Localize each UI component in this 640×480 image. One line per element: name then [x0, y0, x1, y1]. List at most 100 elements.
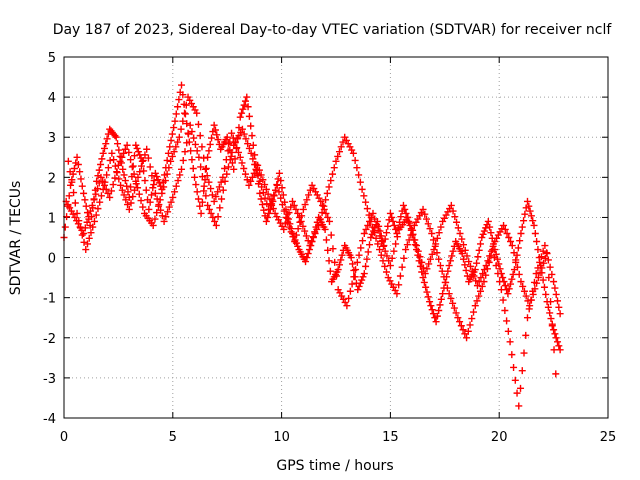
data-point-interp	[322, 196, 330, 204]
data-point-interp	[111, 174, 119, 182]
data-point-interp	[486, 223, 494, 231]
data-point-interp	[176, 171, 184, 179]
data-point-interp	[521, 210, 529, 218]
data-point-interp	[462, 266, 470, 274]
data-point-interp	[533, 279, 541, 287]
data-point	[236, 113, 244, 121]
data-point-interp	[372, 234, 380, 242]
data-point-interp	[94, 172, 102, 180]
data-point-interp	[205, 147, 213, 155]
data-point-interp	[475, 292, 483, 300]
data-point-interp	[555, 303, 563, 311]
data-point-interp	[308, 238, 316, 246]
data-point	[164, 149, 172, 157]
data-point-interp	[478, 282, 486, 290]
data-point	[358, 185, 366, 193]
data-point-interp	[89, 223, 97, 231]
data-point-interp	[114, 140, 122, 148]
x-tick-label: 25	[600, 430, 617, 445]
data-point-interp	[186, 96, 194, 104]
data-point-interp	[150, 181, 158, 189]
data-point-interp	[188, 128, 196, 136]
data-point-interp	[533, 238, 541, 246]
data-point	[334, 286, 342, 294]
data-point-interp	[418, 268, 426, 276]
data-point	[175, 133, 183, 141]
data-point-interp	[466, 262, 474, 270]
data-point-interp	[468, 315, 476, 323]
data-point-interp	[135, 190, 143, 198]
data-point-interp	[341, 298, 349, 306]
data-point-interp	[520, 287, 528, 295]
data-point-interp	[376, 232, 384, 240]
data-point-interp	[141, 151, 149, 159]
data-point-interp	[489, 242, 497, 250]
data-point-interp	[287, 228, 295, 236]
data-point-interp	[141, 177, 149, 185]
data-point-interp	[529, 217, 537, 225]
data-point	[82, 246, 90, 254]
data-point-interp	[440, 273, 448, 281]
data-point	[249, 141, 257, 149]
data-point	[265, 205, 273, 213]
data-point	[384, 274, 392, 282]
data-point-interp	[363, 205, 371, 213]
data-point-interp	[449, 247, 457, 255]
data-point-interp	[251, 160, 259, 168]
data-point-interp	[102, 140, 110, 148]
data-point-interp	[84, 209, 92, 217]
data-point-interp	[492, 262, 500, 270]
data-point	[306, 242, 314, 250]
data-point-interp	[510, 363, 518, 371]
x-tick-label: 15	[382, 430, 399, 445]
data-point-interp	[527, 296, 535, 304]
data-point-interp	[334, 152, 342, 160]
data-point-interp	[118, 186, 126, 194]
data-point-interp	[294, 225, 302, 233]
data-point-interp	[223, 170, 231, 178]
data-point-interp	[181, 148, 189, 156]
data-point-interp	[490, 254, 498, 262]
data-point-interp	[151, 215, 159, 223]
data-point-interp	[494, 231, 502, 239]
data-point-interp	[554, 297, 562, 305]
data-point-interp	[458, 235, 466, 243]
data-point-interp	[269, 205, 277, 213]
data-point-interp	[252, 166, 260, 174]
data-point-interp	[374, 240, 382, 248]
data-point-interp	[548, 322, 556, 330]
data-point	[90, 217, 98, 225]
data-point-interp	[508, 351, 516, 359]
data-point-interp	[350, 266, 358, 274]
data-point-interp	[542, 290, 550, 298]
data-point	[143, 145, 151, 153]
data-point-interp	[304, 237, 312, 245]
data-point-interp	[324, 246, 332, 254]
data-point-interp	[423, 288, 431, 296]
data-point-interp	[336, 289, 344, 297]
data-point-interp	[427, 302, 435, 310]
data-point-interp	[219, 186, 227, 194]
data-point-interp	[187, 147, 195, 155]
data-point-interp	[71, 199, 79, 207]
data-point-interp	[211, 126, 219, 134]
data-point	[556, 310, 564, 318]
data-point-interp	[450, 304, 458, 312]
data-point-interp	[433, 249, 441, 257]
data-point-interp	[149, 184, 157, 192]
data-point-interp	[329, 245, 337, 253]
data-point-interp	[87, 207, 95, 215]
data-point-interp	[388, 254, 396, 262]
data-point	[323, 189, 331, 197]
data-point-interp	[511, 376, 519, 384]
data-point-interp	[301, 227, 309, 235]
data-point-interp	[139, 156, 147, 164]
data-point	[108, 149, 116, 157]
data-point-interp	[544, 256, 552, 264]
data-point-interp	[382, 229, 390, 237]
data-point	[550, 326, 558, 334]
data-point-interp	[426, 255, 434, 263]
data-point-interp	[472, 277, 480, 285]
data-point	[149, 221, 157, 229]
data-point-interp	[115, 146, 123, 154]
